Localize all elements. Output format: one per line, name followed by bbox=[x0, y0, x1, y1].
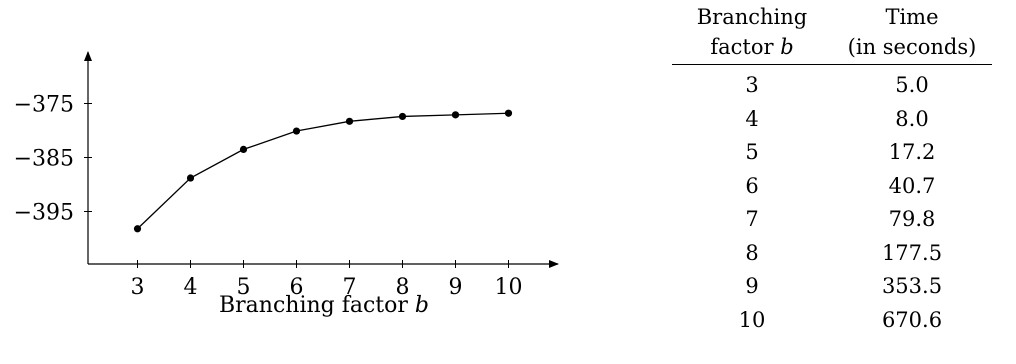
data-point bbox=[186, 174, 195, 182]
table-row: 3 5.0 bbox=[672, 65, 992, 103]
series-line bbox=[137, 112, 509, 230]
table-row: 4 8.0 bbox=[672, 103, 992, 137]
y-tick-label: −385 bbox=[14, 147, 74, 172]
x-tick-group: 3 4 5 6 7 8 9 10 bbox=[131, 260, 523, 300]
data-point bbox=[133, 225, 142, 233]
time-cell: 8.0 bbox=[895, 106, 929, 131]
data-point bbox=[451, 111, 460, 119]
table-row: 5 17.2 bbox=[672, 136, 992, 170]
branching-factor-cell: 5 bbox=[745, 140, 759, 164]
table-header-row: Branching Time bbox=[672, 2, 992, 32]
x-tick-label: 9 bbox=[449, 275, 463, 300]
x-axis-label: Branching factor b bbox=[219, 293, 429, 318]
branching-factor-cell: 9 bbox=[745, 274, 759, 298]
time-cell: 670.6 bbox=[881, 307, 943, 332]
data-point bbox=[504, 109, 513, 117]
table-row: 10 670.6 bbox=[672, 304, 992, 338]
data-point bbox=[398, 112, 407, 121]
header-factor-b: factor b bbox=[672, 32, 832, 65]
header-time: Time bbox=[885, 5, 939, 29]
data-point bbox=[345, 117, 354, 125]
data-point-group bbox=[133, 109, 513, 233]
time-cell: 40.7 bbox=[888, 173, 936, 198]
time-cell: 5.0 bbox=[895, 73, 929, 97]
y-tick-label: −375 bbox=[14, 93, 74, 118]
table-row: 9 353.5 bbox=[672, 270, 992, 304]
branching-factor-cell: 3 bbox=[745, 73, 759, 97]
table-row: 8 177.5 bbox=[672, 237, 992, 271]
table-row: 6 40.7 bbox=[672, 170, 992, 204]
y-tick-label: −395 bbox=[14, 201, 74, 226]
data-point bbox=[239, 145, 248, 153]
time-cell: 79.8 bbox=[888, 207, 936, 231]
branching-factor-cell: 7 bbox=[745, 207, 759, 231]
time-cell: 177.5 bbox=[881, 240, 943, 265]
header-in-seconds: (in seconds) bbox=[832, 32, 992, 65]
branching-factor-cell: 8 bbox=[745, 240, 759, 265]
x-tick-label: 6 bbox=[290, 275, 304, 300]
header-branching: Branching bbox=[696, 5, 808, 29]
time-cell: 17.2 bbox=[888, 140, 936, 164]
branching-factor-cell: 4 bbox=[745, 106, 759, 131]
data-table: Branching Time factor b (in seconds) 3 5.… bbox=[672, 2, 992, 337]
table-body: 3 5.0 4 8.0 5 17.2 6 40.7 7 79.8 8 177.5 9 353.5 10 670… bbox=[672, 65, 992, 338]
x-tick-label: 7 bbox=[343, 275, 357, 300]
time-cell: 353.5 bbox=[881, 274, 943, 298]
line-chart: 3 4 5 6 7 8 9 10 −375 −385 −395 Branching factor … bbox=[14, 51, 559, 318]
branching-factor-cell: 6 bbox=[745, 173, 759, 198]
data-point bbox=[292, 127, 301, 135]
x-tick-label: 8 bbox=[396, 275, 410, 300]
x-tick-label: 5 bbox=[237, 275, 251, 300]
x-tick-label: 10 bbox=[495, 275, 523, 300]
table-header-row: factor b (in seconds) bbox=[672, 32, 992, 65]
y-tick-group: −375 −385 −395 bbox=[14, 93, 92, 226]
table-row: 7 79.8 bbox=[672, 203, 992, 237]
branching-factor-cell: 10 bbox=[738, 307, 766, 332]
x-tick-label: 3 bbox=[131, 275, 145, 300]
x-tick-label: 4 bbox=[184, 275, 198, 300]
